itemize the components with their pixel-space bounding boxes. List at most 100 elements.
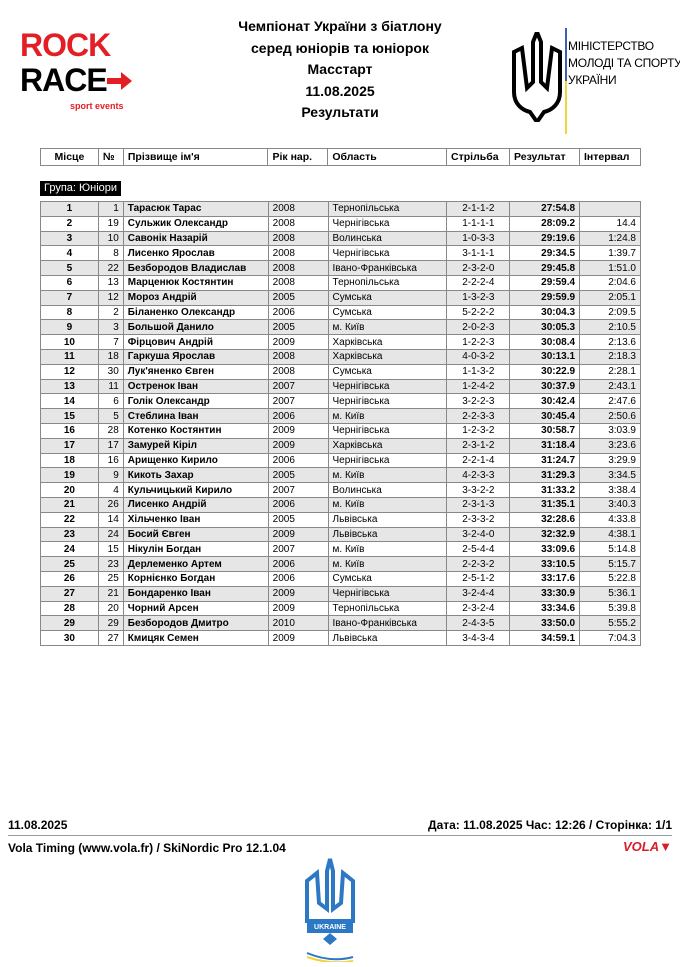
cell-shooting: 1-2-2-3: [446, 334, 511, 350]
footer-print-info: Дата: 11.08.2025 Час: 12:26 / Сторінка: …: [428, 818, 672, 832]
cell-result: 29:45.8: [509, 260, 581, 276]
cell-bib: 3: [97, 319, 124, 336]
cell-name: Безбородов Владислав: [122, 260, 269, 276]
cell-birth-year: 2008: [267, 260, 329, 276]
cell-interval: 5:36.1: [579, 585, 641, 602]
vola-logo: VOLA▼: [623, 839, 672, 854]
cell-interval: 3:40.3: [579, 496, 641, 513]
cell-interval: [579, 201, 641, 217]
ministry-line: МІНІСТЕРСТВО: [568, 39, 654, 53]
cell-result: 31:35.1: [509, 496, 581, 513]
cell-interval: 1:39.7: [579, 245, 641, 262]
cell-result: 29:59.9: [509, 289, 581, 306]
cell-result: 29:59.4: [509, 274, 581, 291]
document-title: Чемпіонат України з біатлону серед юніор…: [200, 16, 480, 124]
table-row: 14 6 Голік Олександр 2007 Чернігівська 3-2-2-…: [40, 393, 641, 410]
cell-bib: 12: [97, 289, 124, 306]
cell-bib: 15: [97, 541, 124, 558]
cell-interval: 2:09.5: [579, 304, 641, 321]
table-row: 8 2 Біланенко Олександр 2006 Сумська 5-2-2-2 3…: [40, 304, 641, 321]
cell-result: 32:28.6: [509, 511, 581, 528]
cell-bib: 2: [97, 304, 124, 321]
footer-timing: Vola Timing (www.vola.fr) / SkiNordic Pr…: [8, 841, 286, 855]
cell-interval: 5:15.7: [579, 556, 641, 572]
cell-interval: 1:51.0: [579, 260, 641, 276]
table-row: 28 20 Чорний Арсен 2009 Тернопільська 2-3-2-4…: [40, 600, 641, 617]
cell-name: Кульчицький Кирило: [122, 482, 269, 498]
cell-interval: 3:34.5: [579, 467, 641, 484]
cell-birth-year: 2009: [267, 334, 329, 350]
cell-name: Чорний Арсен: [122, 600, 269, 617]
cell-place: 20: [40, 482, 99, 498]
cell-interval: 3:29.9: [579, 452, 641, 469]
cell-place: 9: [40, 319, 99, 336]
cell-name: Замурей Кіріл: [122, 437, 269, 454]
table-row: 23 24 Босий Євген 2009 Львівська 3-2-4-0 32:32…: [40, 526, 641, 543]
cell-interval: 2:18.3: [579, 348, 641, 365]
cell-place: 18: [40, 452, 99, 469]
table-row: 30 27 Кмицяк Семен 2009 Львівська 3-4-3-4 34:5…: [40, 630, 641, 646]
col-place: Місце: [40, 148, 99, 166]
cell-place: 6: [40, 274, 99, 291]
cell-shooting: 2-4-3-5: [446, 615, 511, 632]
cell-shooting: 3-3-2-2: [446, 482, 511, 498]
cell-name: Фірцович Андрій: [122, 334, 269, 350]
cell-shooting: 3-2-4-4: [446, 585, 511, 602]
cell-shooting: 5-2-2-2: [446, 304, 511, 321]
cell-interval: 2:47.6: [579, 393, 641, 410]
cell-birth-year: 2009: [267, 437, 329, 454]
cell-shooting: 1-2-3-2: [446, 422, 511, 439]
ministry-logo: МІНІСТЕРСТВО МОЛОДІ ТА СПОРТУ УКРАЇНИ: [510, 22, 680, 134]
cell-shooting: 4-2-3-3: [446, 467, 511, 484]
cell-region: Львівська: [327, 526, 448, 543]
cell-result: 29:19.6: [509, 230, 581, 247]
table-row: 11 18 Гаркуша Ярослав 2008 Харківська 4-0-3-2…: [40, 348, 641, 365]
cell-bib: 18: [97, 348, 124, 365]
cell-shooting: 3-2-2-3: [446, 393, 511, 410]
cell-region: Тернопільська: [327, 201, 448, 217]
cell-shooting: 1-1-1-1: [446, 215, 511, 232]
cell-result: 28:09.2: [509, 215, 581, 232]
group-label: Група: Юніори: [40, 181, 122, 196]
cell-region: Чернігівська: [327, 378, 448, 395]
table-row: 9 3 Большой Данило 2005 м. Київ 2-0-2-3 30:05.…: [40, 319, 641, 336]
cell-name: Босий Євген: [122, 526, 269, 543]
cell-place: 17: [40, 437, 99, 454]
table-row: 10 7 Фірцович Андрій 2009 Харківська 1-2-2-3 3…: [40, 334, 641, 350]
cell-name: Лисенко Ярослав: [122, 245, 269, 262]
cell-birth-year: 2008: [267, 201, 329, 217]
cell-bib: 7: [97, 334, 124, 350]
cell-birth-year: 2007: [267, 378, 329, 395]
table-row: 24 15 Нікулін Богдан 2007 м. Київ 2-5-4-4 33:0…: [40, 541, 641, 558]
cell-interval: 2:43.1: [579, 378, 641, 395]
cell-place: 27: [40, 585, 99, 602]
cell-name: Марценюк Костянтин: [122, 274, 269, 291]
table-row: 21 26 Лисенко Андрій 2006 м. Київ 2-3-1-3 31:3…: [40, 496, 641, 513]
cell-region: м. Київ: [327, 408, 448, 424]
cell-bib: 6: [97, 393, 124, 410]
table-row: 29 29 Безбородов Дмитро 2010 Івано-Франківсь…: [40, 615, 641, 632]
table-row: 16 28 Котенко Костянтин 2009 Чернігівська 1-2…: [40, 422, 641, 439]
cell-name: Лук'яненко Євген: [122, 363, 269, 380]
table-row: 27 21 Бондаренко Іван 2009 Чернігівська 3-2-4…: [40, 585, 641, 602]
cell-shooting: 4-0-3-2: [446, 348, 511, 365]
col-name: Прізвище ім'я: [122, 148, 269, 166]
cell-bib: 4: [97, 482, 124, 498]
vola-triangle-icon: ▼: [659, 839, 672, 854]
cell-result: 30:13.1: [509, 348, 581, 365]
cell-name: Корнієнко Богдан: [122, 570, 269, 587]
logo-line-1: ROCK: [20, 27, 111, 63]
cell-birth-year: 2007: [267, 393, 329, 410]
cell-place: 4: [40, 245, 99, 262]
cell-birth-year: 2005: [267, 319, 329, 336]
results-heading: Результати: [301, 104, 379, 120]
cell-region: Львівська: [327, 630, 448, 646]
cell-name: Кикоть Захар: [122, 467, 269, 484]
cell-interval: 5:14.8: [579, 541, 641, 558]
cell-birth-year: 2005: [267, 467, 329, 484]
cell-interval: 4:33.8: [579, 511, 641, 528]
table-row: 6 13 Марценюк Костянтин 2008 Тернопільська 2-…: [40, 274, 641, 291]
cell-result: 27:54.8: [509, 201, 581, 217]
cell-region: Львівська: [327, 511, 448, 528]
table-row: 2 19 Сульжик Олександр 2008 Чернігівська 1-1-…: [40, 215, 641, 232]
